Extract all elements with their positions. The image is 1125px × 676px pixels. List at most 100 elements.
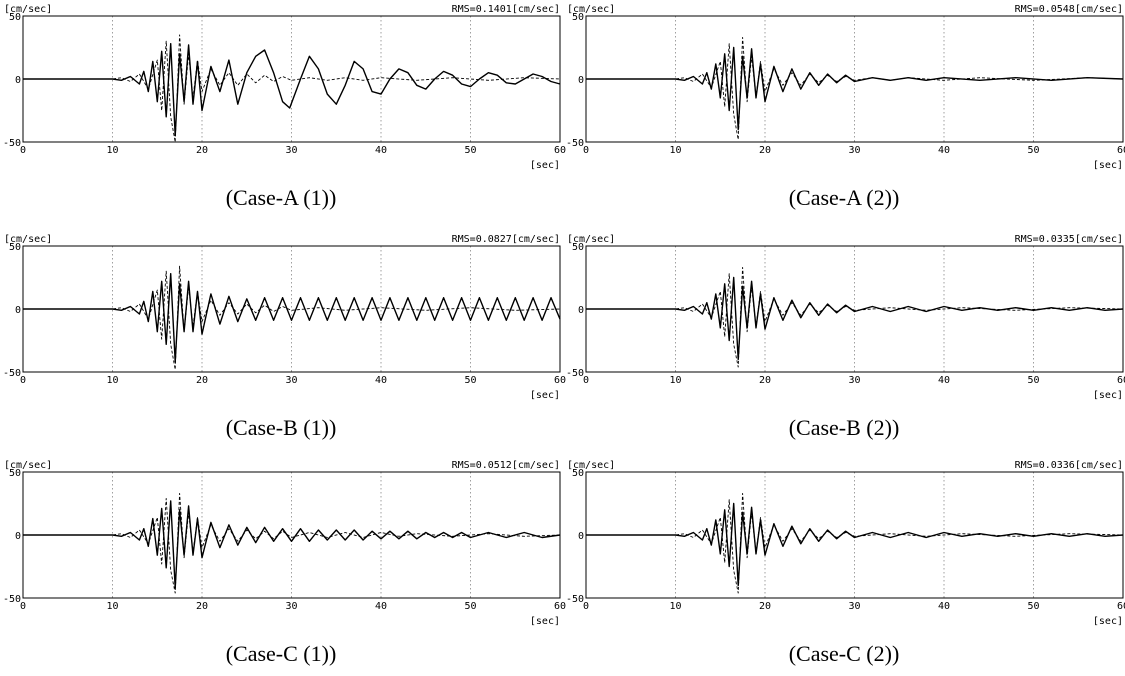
y-tick-label: 0 [15, 75, 21, 86]
series-line-solid [586, 502, 1124, 587]
series-line-dashed [586, 266, 1124, 368]
x-tick-label: 10 [669, 145, 681, 156]
x-tick-label: 10 [669, 601, 681, 612]
y-axis-label: [cm/sec] [567, 4, 615, 15]
chart-caption: (Case-A (1)) [225, 185, 337, 210]
x-tick-label: 60 [1117, 601, 1125, 612]
y-tick-label: 50 [572, 242, 584, 253]
chart-caption: (Case-C (2)) [788, 641, 900, 666]
chart-caption: (Case-A (2)) [788, 185, 900, 210]
x-tick-label: 40 [938, 375, 950, 386]
chart-panel-case-a-2: -500500102030405060[cm/sec][sec]RMS=0.05… [563, 0, 1125, 220]
x-tick-label: 60 [1117, 145, 1125, 156]
x-tick-label: 50 [1027, 145, 1039, 156]
x-tick-label: 30 [848, 601, 860, 612]
x-tick-label: 0 [583, 601, 589, 612]
y-tick-label: 50 [572, 468, 584, 479]
plot-frame [22, 471, 561, 599]
series-line-solid [586, 276, 1124, 361]
y-tick-label: 0 [15, 305, 21, 316]
chart-svg-case-c-2: -500500102030405060[cm/sec][sec]RMS=0.03… [566, 460, 1125, 627]
x-tick-label: 10 [106, 601, 118, 612]
x-tick-label: 10 [106, 145, 118, 156]
x-tick-label: 40 [375, 375, 387, 386]
series-line-dashed [23, 265, 561, 370]
x-tick-label: 0 [583, 375, 589, 386]
x-tick-label: 0 [20, 145, 26, 156]
y-tick-label: -50 [3, 594, 21, 605]
y-tick-label: -50 [3, 138, 21, 149]
x-tick-label: 50 [1027, 601, 1039, 612]
x-tick-label: 20 [196, 145, 208, 156]
x-tick-label: 50 [464, 145, 476, 156]
y-axis-label: [cm/sec] [4, 4, 52, 15]
series-line-dashed [23, 34, 561, 143]
x-tick-label: 60 [554, 601, 566, 612]
x-axis-label: [sec] [1093, 616, 1123, 627]
y-axis-label: [cm/sec] [567, 460, 615, 471]
series-line-dashed [586, 36, 1124, 140]
series-line-solid [23, 500, 561, 589]
chart-caption: (Case-B (1)) [225, 415, 337, 440]
chart-caption: (Case-B (2)) [788, 415, 900, 440]
chart-panel-case-b-2: -500500102030405060[cm/sec][sec]RMS=0.03… [563, 230, 1125, 450]
rms-label: RMS=0.0827[cm/sec] [452, 234, 560, 245]
y-tick-label: 50 [572, 12, 584, 23]
x-tick-label: 60 [554, 145, 566, 156]
chart-svg-case-b-2: -500500102030405060[cm/sec][sec]RMS=0.03… [566, 234, 1125, 401]
y-tick-label: 0 [15, 531, 21, 542]
rms-label: RMS=0.0336[cm/sec] [1015, 460, 1123, 471]
x-tick-label: 40 [375, 145, 387, 156]
x-tick-label: 30 [285, 601, 297, 612]
x-tick-label: 0 [583, 145, 589, 156]
x-tick-label: 20 [196, 375, 208, 386]
y-tick-label: 50 [9, 12, 21, 23]
x-axis-label: [sec] [1093, 390, 1123, 401]
x-axis-label: [sec] [1093, 160, 1123, 171]
x-tick-label: 20 [759, 601, 771, 612]
series-line-solid [586, 46, 1124, 131]
x-axis-label: [sec] [530, 160, 560, 171]
x-tick-label: 30 [848, 375, 860, 386]
y-axis-label: [cm/sec] [4, 460, 52, 471]
x-tick-label: 40 [375, 601, 387, 612]
plot-frame [585, 245, 1124, 373]
chart-panel-case-c-1: -50 0 50 0 10 20 30 40 50 60 [cm/sec] [sec] RMS=0.05… [0, 456, 566, 676]
plot-frame [22, 245, 561, 373]
chart-panel-case-b-1: -50 0 50 0 10 20 30 40 50 60 [cm/sec] [sec] RMS=0.08… [0, 230, 566, 450]
x-tick-label: 0 [20, 601, 26, 612]
x-tick-label: 0 [20, 375, 26, 386]
x-tick-label: 20 [759, 375, 771, 386]
y-tick-label: 50 [9, 468, 21, 479]
series-line-solid [23, 273, 561, 363]
rms-label: RMS=0.0335[cm/sec] [1015, 234, 1123, 245]
plot-frame [22, 15, 561, 143]
y-tick-label: 50 [9, 242, 21, 253]
x-tick-label: 30 [848, 145, 860, 156]
plot-frame [585, 15, 1124, 143]
y-tick-label: -50 [566, 138, 584, 149]
rms-label: RMS=0.0548[cm/sec] [1015, 4, 1123, 15]
x-tick-label: 10 [669, 375, 681, 386]
y-tick-label: 0 [578, 531, 584, 542]
x-tick-label: 60 [554, 375, 566, 386]
x-tick-label: 50 [1027, 375, 1039, 386]
series-line-dashed [586, 492, 1124, 594]
x-tick-label: 40 [938, 145, 950, 156]
x-tick-label: 50 [464, 601, 476, 612]
y-tick-label: -50 [566, 368, 584, 379]
x-tick-label: 30 [285, 375, 297, 386]
y-axis-label: [cm/sec] [4, 234, 52, 245]
series-line-dashed [23, 492, 561, 594]
y-tick-label: -50 [3, 368, 21, 379]
x-tick-label: 30 [285, 145, 297, 156]
chart-panel-case-c-2: -500500102030405060[cm/sec][sec]RMS=0.03… [563, 456, 1125, 676]
chart-caption: (Case-C (1)) [225, 641, 337, 666]
x-tick-label: 10 [106, 375, 118, 386]
rms-label: RMS=0.0512[cm/sec] [452, 460, 560, 471]
x-tick-label: 60 [1117, 375, 1125, 386]
